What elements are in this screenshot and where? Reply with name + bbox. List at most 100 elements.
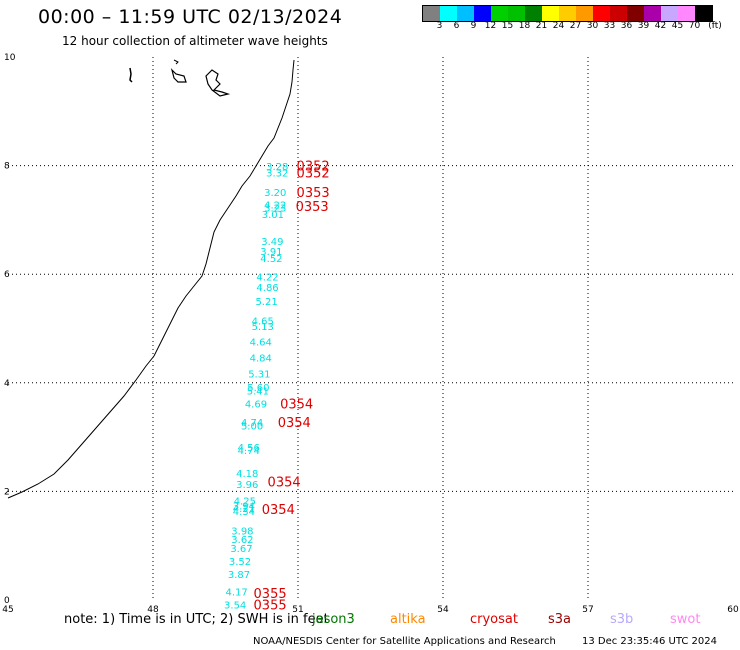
legend-swatch [440, 6, 457, 21]
wave-height-value: 3.98 [231, 526, 253, 537]
wave-height-value: 5.21 [255, 297, 277, 308]
pass-time-label: 0354 [278, 416, 311, 431]
pass-time-label: 0354 [280, 397, 313, 412]
page-title: 00:00 – 11:59 UTC 02/13/2024 [38, 6, 343, 28]
y-axis-label-0: 10 [4, 53, 16, 63]
satellite-s3b: s3b [610, 612, 634, 627]
wave-height-value: 3.62 [231, 535, 253, 546]
pass-time-label: 0352 [297, 167, 330, 182]
wave-height-value: 4.56 [238, 443, 260, 454]
coastline [7, 59, 295, 499]
x-axis-label-5: 60 [727, 605, 739, 615]
legend-swatch [695, 6, 712, 21]
legend-label: 30 [586, 21, 599, 31]
footer-note: note: 1) Time is in UTC; 2) SWH is in fe… [64, 612, 329, 627]
generation-timestamp: 13 Dec 23:35:46 UTC 2024 [582, 636, 717, 647]
wave-height-value: 3.28 [266, 162, 288, 173]
x-axis-label-4: 57 [582, 605, 593, 615]
wave-height-value: 3.23 [264, 203, 286, 214]
x-axis-label-2: 51 [292, 605, 303, 615]
pass-time-label: 0352 [297, 160, 330, 175]
wave-height-value: 4.17 [225, 587, 247, 598]
legend-swatch [661, 6, 678, 21]
wave-height-value: 3.91 [260, 247, 282, 258]
wave-height-value: 4.25 [234, 497, 256, 508]
pass-time-label: 0355 [254, 598, 287, 613]
wave-height-value: 4.22 [264, 201, 286, 212]
wave-height-value: 5.41 [247, 386, 269, 397]
wave-height-value: 4.84 [250, 353, 272, 364]
legend-swatch [576, 6, 593, 21]
y-axis-label-3: 4 [4, 379, 10, 389]
legend-label: 24 [552, 21, 565, 31]
legend-swatch [525, 6, 542, 21]
island-2 [170, 68, 187, 83]
wave-height-value: 3.96 [236, 480, 258, 491]
legend-label: 27 [569, 21, 582, 31]
wave-height-value: 3.54 [224, 600, 246, 611]
island-1 [129, 67, 133, 83]
color-legend [422, 5, 713, 22]
legend-unit: (ft) [708, 21, 722, 31]
axis-labels: 45 48 51 54 57 60 10 8 6 4 2 0 [2, 53, 739, 615]
wave-height-value: 4.52 [260, 254, 282, 265]
legend-label: 45 [671, 21, 684, 31]
legend-label: 3 [436, 21, 443, 31]
wave-height-value: 3.32 [266, 169, 288, 180]
y-axis-label-1: 8 [4, 162, 10, 172]
legend-label: 39 [637, 21, 650, 31]
legend-swatch [491, 6, 508, 21]
legend-label: 70 [688, 21, 701, 31]
wave-height-value: 4.74 [238, 446, 260, 457]
x-axis-label-3: 54 [437, 605, 449, 615]
wave-height-value: 4.18 [236, 469, 258, 480]
legend-swatch [542, 6, 559, 21]
legend-swatch [508, 6, 525, 21]
map-grid [8, 57, 733, 600]
wave-height-value: 3.20 [264, 188, 286, 199]
wave-height-value: 3.52 [229, 557, 251, 568]
pass-time-label: 0355 [254, 587, 287, 602]
coastline-path [7, 59, 295, 499]
wave-height-value: 4.69 [245, 399, 267, 410]
observation-labels: 3.283.323.204.223.233.013.493.914.524.22… [224, 162, 288, 611]
satellite-altika: altika [390, 612, 426, 627]
satellite-swot: swot [670, 612, 701, 627]
wave-height-value: 3.49 [261, 237, 283, 248]
wave-height-value: 5.31 [248, 370, 270, 381]
legend-label: 9 [470, 21, 477, 31]
wave-height-value: 3.87 [228, 570, 250, 581]
island-4 [173, 59, 179, 65]
pass-time-label: 0354 [268, 476, 301, 491]
island-3 [205, 69, 231, 97]
legend-label: 12 [484, 21, 497, 31]
satellite-s3a: s3a [548, 612, 572, 627]
legend-swatch [678, 6, 695, 21]
legend-swatch [610, 6, 627, 21]
pass-time-label: 0353 [297, 186, 330, 201]
legend-swatch [644, 6, 661, 21]
legend-swatch [559, 6, 576, 21]
wave-height-value: 5.13 [252, 322, 274, 333]
y-axis-label-2: 6 [4, 270, 10, 280]
wave-height-value: 4.21 [233, 504, 255, 515]
legend-label: 15 [501, 21, 514, 31]
wave-height-value: 4.22 [256, 272, 278, 283]
pass-time-label: 0354 [262, 503, 295, 518]
legend-label: 33 [603, 21, 616, 31]
legend-swatch [593, 6, 610, 21]
wave-height-value: 4.64 [250, 338, 272, 349]
wave-height-value: 3.01 [262, 210, 284, 221]
wave-height-value: 4.34 [233, 507, 255, 518]
satellite-cryosat: cryosat [470, 612, 518, 627]
x-axis-label-1: 48 [147, 605, 159, 615]
wave-height-value: 5.60 [247, 383, 269, 394]
wave-height-value: 3.94 [233, 502, 255, 513]
legend-label: 36 [620, 21, 633, 31]
wave-height-value: 3.67 [230, 544, 252, 555]
wave-height-value: 4.86 [256, 283, 278, 294]
pass-time-label: 0353 [296, 200, 329, 215]
page-subtitle: 12 hour collection of altimeter wave hei… [62, 34, 328, 48]
